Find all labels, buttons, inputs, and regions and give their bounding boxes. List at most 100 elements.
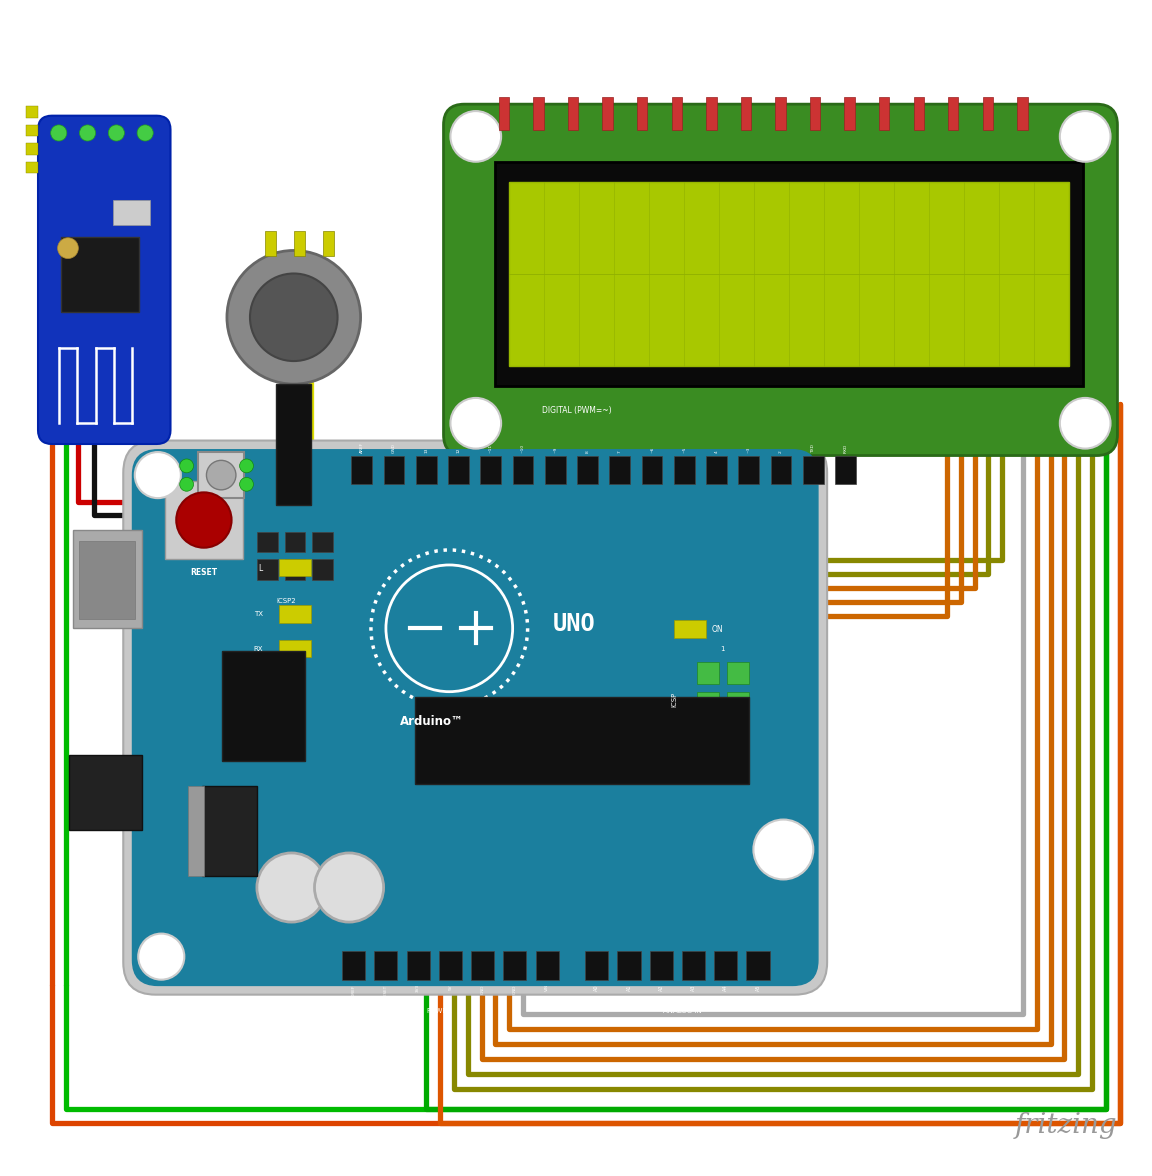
Bar <box>577 455 598 485</box>
Bar <box>323 230 334 256</box>
Bar <box>26 162 38 173</box>
Bar <box>672 98 682 129</box>
Text: ~5: ~5 <box>682 447 687 453</box>
Bar <box>294 230 305 256</box>
Bar <box>384 455 404 485</box>
Circle shape <box>135 452 181 499</box>
Bar <box>188 786 204 876</box>
Bar <box>650 951 673 980</box>
Bar <box>697 691 719 714</box>
Bar <box>983 98 993 129</box>
Text: TXD: TXD <box>811 445 816 453</box>
Text: ~11: ~11 <box>488 445 493 453</box>
Text: 2: 2 <box>779 450 783 453</box>
Bar <box>509 182 1069 366</box>
FancyBboxPatch shape <box>38 115 170 445</box>
Text: 8: 8 <box>585 450 590 453</box>
Bar <box>279 560 311 576</box>
Text: 7: 7 <box>617 450 622 453</box>
Text: 13: 13 <box>424 448 429 453</box>
Bar <box>222 652 305 761</box>
Bar <box>545 455 566 485</box>
Circle shape <box>386 564 513 691</box>
Bar <box>165 481 243 560</box>
Bar <box>727 722 749 743</box>
Bar <box>113 200 150 225</box>
Text: RX: RX <box>253 646 263 652</box>
Bar <box>257 532 278 553</box>
Bar <box>448 455 469 485</box>
FancyBboxPatch shape <box>132 449 818 985</box>
Circle shape <box>138 934 184 980</box>
Bar <box>276 385 311 505</box>
Bar <box>879 98 889 129</box>
Bar <box>609 455 630 485</box>
Bar <box>810 98 820 129</box>
Text: GND: GND <box>513 984 517 994</box>
Bar <box>697 662 719 683</box>
Bar <box>499 98 509 129</box>
Bar <box>948 98 958 129</box>
Circle shape <box>180 459 194 473</box>
Text: AREF: AREF <box>359 442 364 453</box>
Text: VIN: VIN <box>545 984 550 991</box>
Bar <box>279 606 311 622</box>
Bar <box>342 951 365 980</box>
Text: ~3: ~3 <box>746 447 751 453</box>
Bar <box>265 230 276 256</box>
Text: RESET: RESET <box>190 568 218 577</box>
Bar <box>285 532 305 553</box>
Text: ON: ON <box>712 624 723 634</box>
Bar <box>637 98 647 129</box>
Bar <box>914 98 924 129</box>
Circle shape <box>79 125 96 141</box>
Bar <box>374 951 397 980</box>
Text: fritzing: fritzing <box>1015 1111 1117 1138</box>
Circle shape <box>137 125 153 141</box>
Bar <box>741 98 751 129</box>
Bar <box>312 560 333 580</box>
Circle shape <box>371 550 528 707</box>
Bar <box>1017 98 1028 129</box>
Bar <box>351 455 372 485</box>
Bar <box>407 951 430 980</box>
Bar <box>257 560 278 580</box>
Bar <box>803 455 824 485</box>
Text: TX: TX <box>253 612 263 617</box>
Bar <box>503 951 526 980</box>
Bar <box>198 452 244 499</box>
Circle shape <box>58 238 78 259</box>
Text: GND: GND <box>480 984 485 994</box>
Bar <box>533 98 544 129</box>
Text: A1: A1 <box>627 984 631 991</box>
Text: 12: 12 <box>456 448 461 453</box>
FancyBboxPatch shape <box>123 441 827 995</box>
Bar <box>416 455 437 485</box>
Circle shape <box>227 250 361 385</box>
Bar <box>415 697 749 784</box>
Bar <box>775 98 786 129</box>
Bar <box>714 951 737 980</box>
Bar <box>697 722 719 743</box>
Bar <box>79 541 135 619</box>
Bar <box>26 125 38 136</box>
Circle shape <box>176 493 232 548</box>
Bar <box>495 162 1083 387</box>
Text: ~6: ~6 <box>650 447 654 453</box>
Bar <box>674 455 695 485</box>
Bar <box>844 98 855 129</box>
Text: 5V: 5V <box>448 984 453 990</box>
Bar <box>835 455 856 485</box>
Text: A4: A4 <box>723 984 728 991</box>
Circle shape <box>240 459 253 473</box>
Text: Arduino™: Arduino™ <box>400 715 464 728</box>
Text: RESET: RESET <box>384 984 388 997</box>
Text: POWER: POWER <box>426 1009 452 1015</box>
Circle shape <box>51 125 67 141</box>
Circle shape <box>314 853 384 922</box>
Text: 1: 1 <box>720 647 725 653</box>
Text: A3: A3 <box>691 984 696 991</box>
Text: ICSP: ICSP <box>670 693 677 708</box>
Bar <box>471 951 494 980</box>
Circle shape <box>206 460 236 490</box>
